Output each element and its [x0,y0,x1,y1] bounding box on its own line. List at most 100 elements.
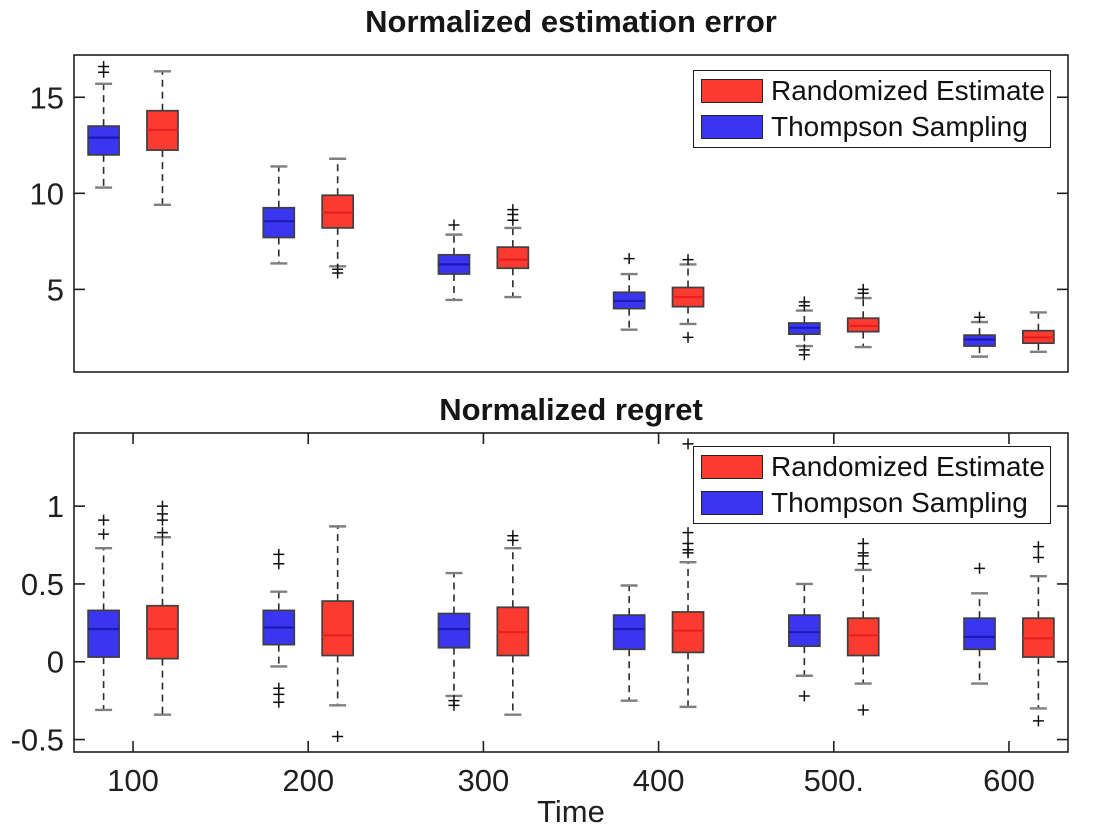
boxplot-red-t100 [146,70,179,207]
box [671,611,705,654]
outlier-marker [1032,541,1044,553]
legend-entry-thompson-sampling: Thompson Sampling [701,110,1046,144]
boxplot-red-t300 [496,530,530,716]
outlier-marker [1032,715,1044,727]
x-tick-label: 400 [633,763,685,798]
boxplot-blue-t200 [262,165,296,265]
top-axes: 5 10 15 [30,54,1069,373]
legend-swatch-blue [701,115,763,139]
outlier-marker [98,528,110,540]
outlier-marker [682,438,694,450]
x-axis-label: Time [537,794,605,829]
bottom-axes: -0.5 0 0.5 1 100 200 300 400 500. 600 [11,432,1069,798]
box [963,617,996,651]
box [846,617,880,657]
box [787,614,821,648]
boxplot-blue-t100 [87,514,120,712]
axes-box [73,432,1069,753]
x-tick-label: 600 [983,763,1035,798]
x-tick-label: 500. [804,763,864,798]
x-tick-label: 100 [107,763,159,798]
box [146,604,179,660]
outlier-marker [273,548,285,560]
x-tick-label: 200 [282,763,334,798]
outlier-marker [682,527,694,539]
y-tick-label: 0.5 [21,567,64,602]
box [321,600,355,657]
legend-swatch-red [701,79,763,103]
box [87,125,120,156]
legend-entry-randomized-estimate: Randomized Estimate [701,450,1046,484]
boxplot-blue-t600 [963,311,996,358]
boxplot-red-t200 [321,157,355,279]
boxplot-blue-t500 [787,582,821,702]
boxplot-blue-t300 [437,219,471,302]
legend-swatch-red [701,455,763,479]
boxplot-red-t500 [846,537,880,716]
outlier-marker [857,283,869,295]
outlier-marker [98,514,110,526]
bottom-plot-title: Normalized regret [439,392,703,427]
box [262,206,296,239]
axes-box [73,54,1069,373]
outlier-marker [507,530,519,542]
boxplot-red-t300 [496,204,530,299]
x-tick-label: 300 [458,763,510,798]
outlier-marker [857,547,869,559]
outlier-marker [507,204,519,216]
y-tick-label: 5 [47,272,64,307]
top-plot-title: Normalized estimation error [365,4,777,39]
y-tick-label: 15 [30,80,64,115]
legend-entry-randomized-estimate: Randomized Estimate [701,74,1046,108]
outlier-marker [974,311,986,323]
outlier-marker [156,527,168,539]
boxplot-red-t200 [321,525,355,742]
boxplot-red-t400 [671,254,705,343]
legend-label-thompson-sampling: Thompson Sampling [771,111,1028,142]
boxplot-red-t500 [846,283,880,349]
boxplot-blue-t400 [612,584,646,702]
y-tick-label: 0 [47,645,64,680]
outlier-marker [974,562,986,574]
legend-top-plot: Randomized Estimate Thompson Sampling [693,70,1051,148]
legend-label-randomized-estimate: Randomized Estimate [771,451,1045,482]
outlier-marker [156,500,168,512]
outlier-marker [857,537,869,549]
outlier-marker [448,699,460,711]
y-tick-label: 10 [30,176,64,211]
box [612,614,646,651]
boxplot-blue-t100 [87,61,120,189]
outlier-marker [682,331,694,343]
outlier-marker [798,349,810,361]
outlier-marker [332,267,344,279]
outlier-marker [273,696,285,708]
outlier-marker [798,690,810,702]
boxplot-red-t600 [1022,311,1055,354]
boxplot-red-t600 [1022,541,1055,727]
legend-entry-thompson-sampling: Thompson Sampling [701,486,1046,520]
legend-label-randomized-estimate: Randomized Estimate [771,75,1045,106]
boxplot-blue-t400 [612,253,646,331]
outlier-marker [682,254,694,266]
box [437,612,471,649]
outlier-marker [98,61,110,73]
box [496,246,530,270]
outlier-marker [682,537,694,549]
outlier-marker [857,704,869,716]
y-tick-label: -0.5 [11,723,64,758]
outlier-marker [623,253,635,265]
boxplot-blue-t200 [262,548,296,708]
boxplot-red-t100 [146,500,179,716]
boxplot-red-t400 [671,438,705,709]
legend-swatch-blue [701,491,763,515]
legend-bottom-plot: Randomized Estimate Thompson Sampling [693,446,1051,524]
outlier-marker [1032,551,1044,563]
outlier-marker [448,219,460,231]
boxplot-blue-t500 [787,296,821,361]
boxplot-blue-t300 [437,571,471,711]
legend-label-thompson-sampling: Thompson Sampling [771,487,1028,518]
outlier-marker [332,730,344,742]
outlier-marker [798,296,810,308]
